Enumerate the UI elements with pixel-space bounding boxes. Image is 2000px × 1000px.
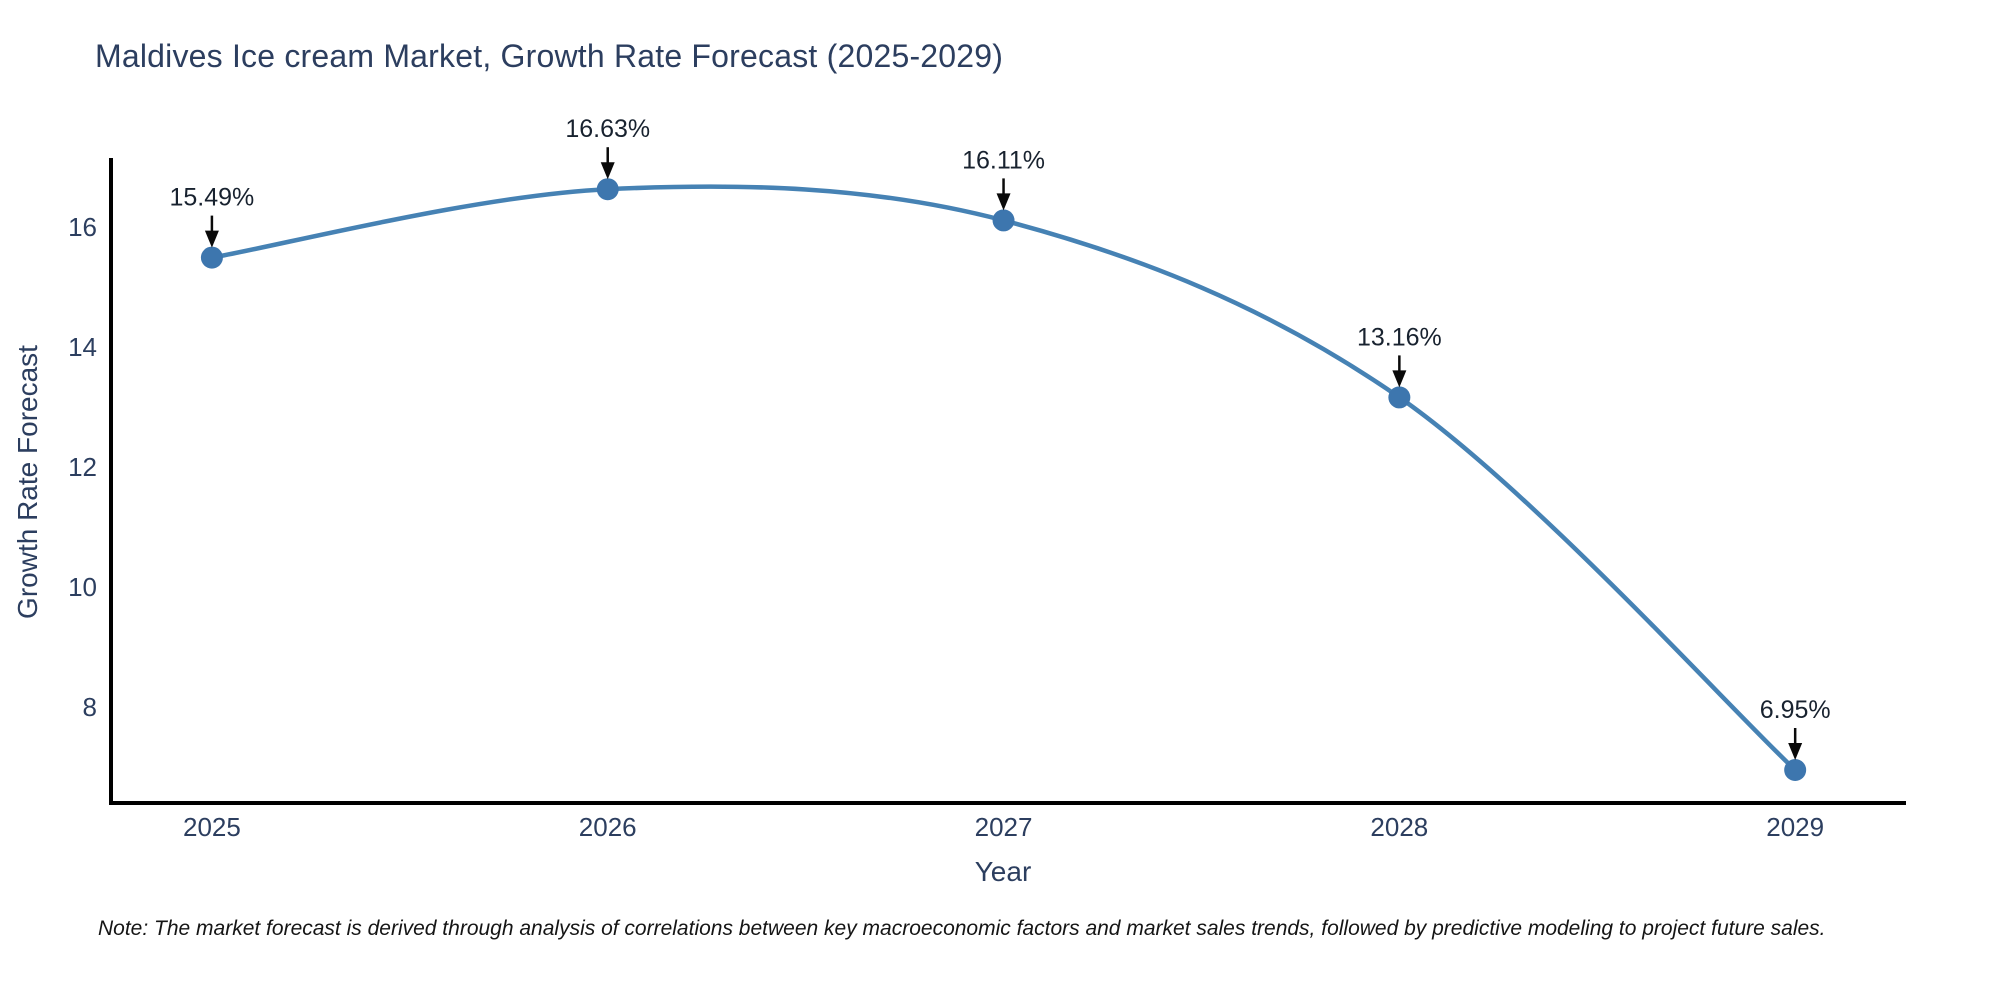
chart-title: Maldives Ice cream Market, Growth Rate F… bbox=[95, 38, 1004, 74]
annotation-arrowhead bbox=[1788, 743, 1803, 760]
data-point-annotation: 13.16% bbox=[1357, 323, 1442, 351]
x-tick-label: 2025 bbox=[183, 812, 241, 842]
data-point bbox=[596, 178, 619, 201]
data-point-annotation: 16.63% bbox=[565, 115, 650, 143]
annotation-arrowhead bbox=[996, 193, 1011, 211]
footnote: Note: The market forecast is derived thr… bbox=[98, 917, 1826, 940]
y-tick-label: 14 bbox=[68, 332, 97, 362]
y-tick-label: 16 bbox=[68, 212, 97, 242]
data-point-annotation: 6.95% bbox=[1760, 696, 1831, 724]
y-tick-label: 8 bbox=[83, 692, 97, 722]
y-tick-label: 10 bbox=[68, 572, 97, 602]
x-axis-title: Year bbox=[974, 856, 1032, 887]
annotation-arrowhead bbox=[600, 162, 615, 180]
y-axis-title: Growth Rate Forecast bbox=[12, 345, 43, 619]
annotation-arrowhead bbox=[204, 230, 219, 248]
x-tick-label: 2029 bbox=[1766, 812, 1824, 842]
x-tick-label: 2028 bbox=[1370, 812, 1428, 842]
x-tick-label: 2027 bbox=[975, 812, 1033, 842]
data-point-annotation: 16.11% bbox=[962, 146, 1045, 174]
data-point-annotation: 15.49% bbox=[170, 184, 255, 212]
trend-line bbox=[209, 184, 1798, 773]
data-point bbox=[1388, 386, 1411, 409]
data-point bbox=[200, 246, 223, 269]
data-point bbox=[992, 209, 1015, 232]
x-tick-label: 2026 bbox=[579, 812, 637, 842]
annotation-arrowhead bbox=[1392, 370, 1407, 388]
data-point bbox=[1784, 759, 1807, 781]
y-tick-label: 12 bbox=[68, 452, 97, 482]
